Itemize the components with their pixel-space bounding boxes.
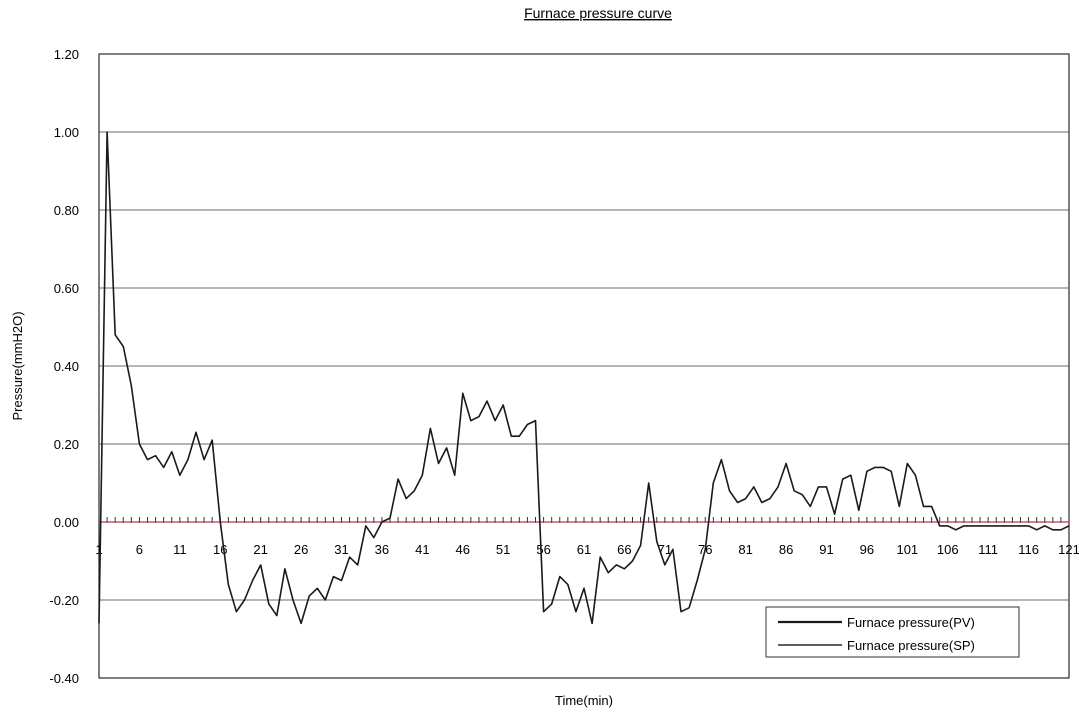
y-tick-label: 1.00 <box>54 125 79 140</box>
x-tick-label: 16 <box>213 542 227 557</box>
x-tick-label: 6 <box>136 542 143 557</box>
y-axis-label: Pressure(mmH2O) <box>10 311 25 420</box>
x-tick-label: 91 <box>819 542 833 557</box>
x-tick-label: 111 <box>978 542 998 557</box>
x-tick-label: 116 <box>1018 542 1039 557</box>
x-axis-label: Time(min) <box>555 693 613 708</box>
y-tick-labels: 1.20 1.00 0.80 0.60 0.40 0.20 0.00 -0.20 -0.40 <box>49 47 79 686</box>
x-tick-label: 101 <box>896 542 918 557</box>
x-tick-label: 61 <box>577 542 591 557</box>
legend-label-sp: Furnace pressure(SP) <box>847 638 975 653</box>
x-tick-label: 11 <box>173 542 187 557</box>
y-tick-label: -0.20 <box>49 593 79 608</box>
y-tick-label: 0.60 <box>54 281 79 296</box>
x-tick-label: 66 <box>617 542 631 557</box>
series-lines <box>98 131 1070 625</box>
legend-label-pv: Furnace pressure(PV) <box>847 615 975 630</box>
y-tick-label: 0.00 <box>54 515 79 530</box>
x-tick-label: 41 <box>415 542 429 557</box>
x-tick-label: 86 <box>779 542 793 557</box>
x-tick-label: 81 <box>738 542 752 557</box>
x-tick-label: 121 <box>1058 542 1079 557</box>
x-tick-label: 31 <box>334 542 348 557</box>
y-tick-label: -0.40 <box>49 671 79 686</box>
y-tick-label: 0.80 <box>54 203 79 218</box>
x-tick-label: 56 <box>536 542 550 557</box>
x-tick-label: 106 <box>937 542 959 557</box>
legend-box <box>765 606 1020 658</box>
x-tick-labels: 1 6 11 16 21 26 31 36 41 46 51 56 61 66 71 76 81 86 91 96 10… <box>95 542 1079 557</box>
x-tick-label: 36 <box>375 542 389 557</box>
y-tick-label: 0.40 <box>54 359 79 374</box>
y-tick-label: 0.20 <box>54 437 79 452</box>
legend: Furnace pressure(PV) Furnace pressure(SP… <box>765 606 1020 658</box>
y-tick-label: 1.20 <box>54 47 79 62</box>
x-tick-label: 21 <box>253 542 267 557</box>
x-tick-label: 46 <box>456 542 470 557</box>
chart-title: Furnace pressure curve <box>524 5 672 21</box>
x-tick-label: 96 <box>860 542 874 557</box>
x-tick-label: 51 <box>496 542 510 557</box>
x-tick-label: 1 <box>95 542 102 557</box>
x-tick-label: 26 <box>294 542 308 557</box>
series-line-pv <box>98 131 1070 625</box>
